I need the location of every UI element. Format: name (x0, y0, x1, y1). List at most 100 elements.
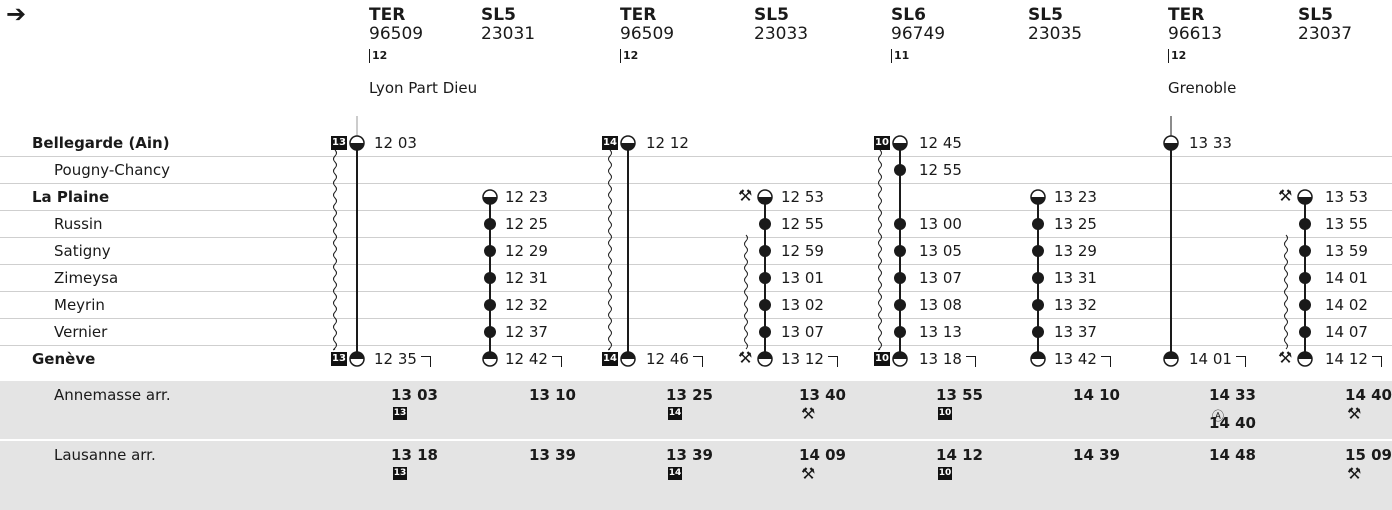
train-type: SL5 (481, 5, 516, 25)
track-badge-icon: 13 (393, 407, 407, 420)
stop-time: 12 55 (919, 161, 962, 179)
row-separator (0, 264, 1392, 265)
stop-time: 12 53 (781, 188, 824, 206)
train-header-6[interactable]: TER 96613 12 (1168, 6, 1222, 63)
stop-time: 13 05 (919, 242, 962, 260)
train-header-0[interactable]: TER 96509 12 (369, 6, 423, 63)
station-name: Bellegarde (Ain) (32, 134, 170, 152)
connection-time: 13 18 (391, 446, 438, 464)
train-number: 96613 (1168, 24, 1223, 44)
arrival-circle-icon (483, 352, 497, 359)
connection-hook-icon (421, 356, 431, 367)
station-name: Genève (32, 350, 96, 368)
station-name: Meyrin (54, 296, 105, 314)
stop-time: 14 12 (1325, 350, 1368, 368)
stop-time: 12 46 (646, 350, 689, 368)
stop-dot-icon (759, 326, 771, 338)
connection-time: 14 39 (1073, 446, 1120, 464)
stop-time: 12 59 (781, 242, 824, 260)
tools-icon: ⚒ (738, 348, 753, 367)
connection-label: Lausanne arr. (54, 446, 156, 464)
stop-time: 14 01 (1325, 269, 1368, 287)
connection-time: 13 55 (936, 386, 983, 404)
stop-time: 12 23 (505, 188, 548, 206)
stop-time: 13 07 (781, 323, 824, 341)
through-service-wavy-line (878, 149, 882, 351)
connection-time: 13 03 (391, 386, 438, 404)
stop-dot-icon (484, 272, 496, 284)
stop-dot-icon (1032, 245, 1044, 257)
station-name: Vernier (54, 323, 108, 341)
connection-time: 13 39 (529, 446, 576, 464)
platform-number: 12 (369, 49, 387, 63)
through-service-wavy-line (608, 149, 612, 351)
stop-dot-icon (1032, 326, 1044, 338)
track-badge-icon: 10 (938, 467, 952, 480)
stop-time: 12 32 (505, 296, 548, 314)
departure-circle-icon (1031, 197, 1045, 204)
stop-time: 13 23 (1054, 188, 1097, 206)
tools-icon: ⚒ (738, 186, 753, 205)
track-badge-icon: 14 (602, 136, 618, 150)
stop-time: 13 32 (1054, 296, 1097, 314)
connection-time: 14 48 (1209, 446, 1256, 464)
note-a-icon: Ⓐ (1212, 409, 1225, 423)
stop-time: 12 12 (646, 134, 689, 152)
train-header-7[interactable]: SL5 23037 (1298, 6, 1352, 44)
row-separator (0, 318, 1392, 319)
train-header-3[interactable]: SL5 23033 (754, 6, 808, 44)
stop-dot-icon (484, 218, 496, 230)
tools-icon: ⚒ (1347, 404, 1362, 423)
stop-time: 13 13 (919, 323, 962, 341)
row-separator (0, 440, 1392, 441)
train-type: SL5 (1028, 5, 1063, 25)
departure-circle-icon (483, 197, 497, 204)
train-number: 23033 (754, 24, 809, 44)
train-type: TER (620, 5, 657, 25)
train-number: 23037 (1298, 24, 1353, 44)
stop-dot-icon (894, 245, 906, 257)
stop-time: 13 08 (919, 296, 962, 314)
stop-dot-icon (1032, 299, 1044, 311)
connection-time-alt: 14 40 (1209, 414, 1256, 432)
stop-time: 12 03 (374, 134, 417, 152)
through-service-wavy-line (744, 234, 748, 350)
connection-time: 13 40 (799, 386, 846, 404)
stop-time: 13 33 (1189, 134, 1232, 152)
row-separator (0, 183, 1392, 184)
train-header-1[interactable]: SL5 23031 (481, 6, 535, 44)
stop-time: 13 25 (1054, 215, 1097, 233)
platform-number: 12 (620, 49, 638, 63)
arrival-circle-icon (1031, 352, 1045, 359)
stop-time: 13 00 (919, 215, 962, 233)
stop-time: 13 55 (1325, 215, 1368, 233)
stop-dot-icon (1032, 218, 1044, 230)
track-badge-icon: 13 (331, 136, 347, 150)
departure-circle-icon (621, 143, 635, 150)
stop-time: 12 45 (919, 134, 962, 152)
stop-time: 13 07 (919, 269, 962, 287)
stop-time: 12 25 (505, 215, 548, 233)
stop-dot-icon (1299, 299, 1311, 311)
train-number: 23031 (481, 24, 536, 44)
train-header-5[interactable]: SL5 23035 (1028, 6, 1082, 44)
through-service-wavy-line (333, 149, 337, 351)
train-type: SL6 (891, 5, 926, 25)
station-name: Pougny-Chancy (54, 161, 171, 179)
stop-time: 12 35 (374, 350, 417, 368)
stop-time: 12 37 (505, 323, 548, 341)
arrival-circle-icon (893, 352, 907, 359)
tools-icon: ⚒ (1347, 464, 1362, 483)
stop-dot-icon (759, 299, 771, 311)
train-destination: Lyon Part Dieu (369, 79, 478, 97)
train-header-2[interactable]: TER 96509 12 (620, 6, 674, 63)
stop-dot-icon (1299, 218, 1311, 230)
train-header-4[interactable]: SL6 96749 11 (891, 6, 945, 63)
stop-time: 13 53 (1325, 188, 1368, 206)
stop-dot-icon (484, 245, 496, 257)
connection-time: 13 10 (529, 386, 576, 404)
connection-hook-icon (693, 356, 703, 367)
stop-dot-icon (1299, 245, 1311, 257)
track-badge-icon: 10 (938, 407, 952, 420)
